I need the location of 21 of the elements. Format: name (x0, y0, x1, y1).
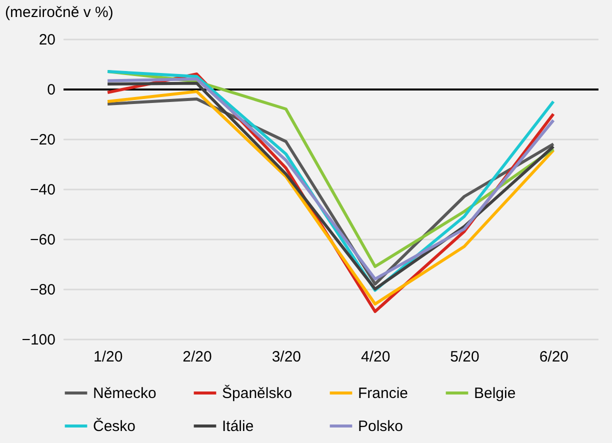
legend-label: Francie (358, 385, 408, 402)
y-tick-label: −100 (22, 332, 56, 348)
y-tick-label: −80 (30, 282, 56, 298)
legend-label: Belgie (474, 385, 516, 402)
x-tick-label: 4/20 (360, 348, 390, 366)
x-tick-label: 1/20 (93, 348, 123, 366)
y-tick-label: −20 (30, 132, 56, 148)
y-tick-label: −40 (30, 182, 56, 198)
y-axis-title: (meziročně v %) (5, 4, 114, 21)
x-tick-label: 6/20 (539, 348, 569, 366)
y-tick-label: 20 (38, 32, 56, 48)
legend-label: Polsko (358, 418, 404, 435)
legend-label: Itálie (222, 418, 254, 435)
y-tick-label: 0 (47, 82, 56, 98)
x-tick-label: 2/20 (182, 348, 212, 366)
y-tick-label: −60 (30, 232, 56, 248)
legend-label: Německo (93, 385, 156, 402)
legend-label: Česko (93, 417, 136, 435)
x-tick-label: 5/20 (450, 348, 480, 366)
x-tick-label: 3/20 (272, 348, 302, 366)
legend-label: Španělsko (222, 384, 292, 402)
